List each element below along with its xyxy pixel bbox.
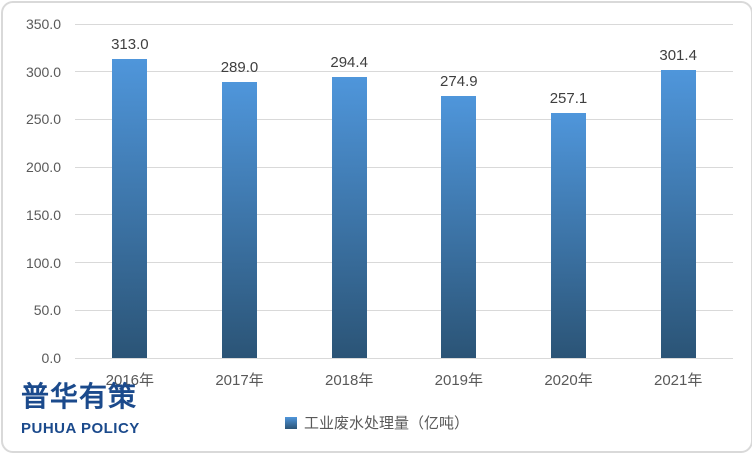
bar [112, 59, 148, 358]
x-axis-label: 2018年 [324, 372, 374, 389]
bar-value-label: 313.0 [111, 36, 149, 54]
bar [551, 112, 586, 358]
y-axis-label: 250.0 [25, 111, 61, 128]
bar-value-label: 274.9 [440, 72, 478, 90]
bar [222, 82, 257, 358]
y-axis-label: 300.0 [25, 63, 61, 80]
legend-swatch-icon [284, 416, 297, 429]
gridline [75, 166, 733, 168]
legend: 工业废水处理量（亿吨） [3, 412, 751, 433]
puhua-policy-logo: 普华有策 PUHUA POLICY [21, 381, 140, 437]
bar [660, 70, 696, 358]
bar-value-label: 257.1 [549, 89, 588, 107]
gridline [75, 309, 733, 311]
gridline [75, 118, 733, 120]
logo-text-en: PUHUA POLICY [21, 420, 140, 438]
x-axis-label: 2021年 [654, 372, 703, 389]
logo-text-cn: 普华有策 [21, 381, 138, 412]
x-axis-label: 2020年 [544, 372, 593, 389]
plot-area: 313.0 289.0 294.4 274.9 257.1 301.4 [75, 23, 733, 359]
x-axis-label: 2016年 [105, 372, 155, 389]
gridline [75, 214, 733, 216]
y-axis-label: 350.0 [25, 16, 61, 32]
y-axis-label: 100.0 [25, 254, 61, 271]
gridline [75, 262, 733, 264]
bar [331, 77, 367, 358]
y-axis-label: 0.0 [41, 350, 61, 366]
bar-value-label: 289.0 [220, 59, 259, 77]
y-axis-label: 150.0 [25, 206, 61, 223]
gridline [75, 23, 733, 25]
gridline [75, 71, 733, 73]
y-axis-label: 50.0 [33, 302, 61, 319]
x-axis-label: 2019年 [434, 372, 484, 389]
y-axis-label: 200.0 [25, 159, 61, 176]
gridline [75, 357, 733, 359]
bar [441, 95, 477, 358]
x-axis: 2016年 2017年 2018年 2019年 2020年 2021年 [75, 369, 733, 390]
legend-label: 工业废水处理量（亿吨） [303, 415, 469, 432]
bar-value-label: 301.4 [659, 47, 697, 65]
x-axis-label: 2017年 [215, 372, 264, 389]
bar-value-label: 294.4 [330, 54, 368, 72]
